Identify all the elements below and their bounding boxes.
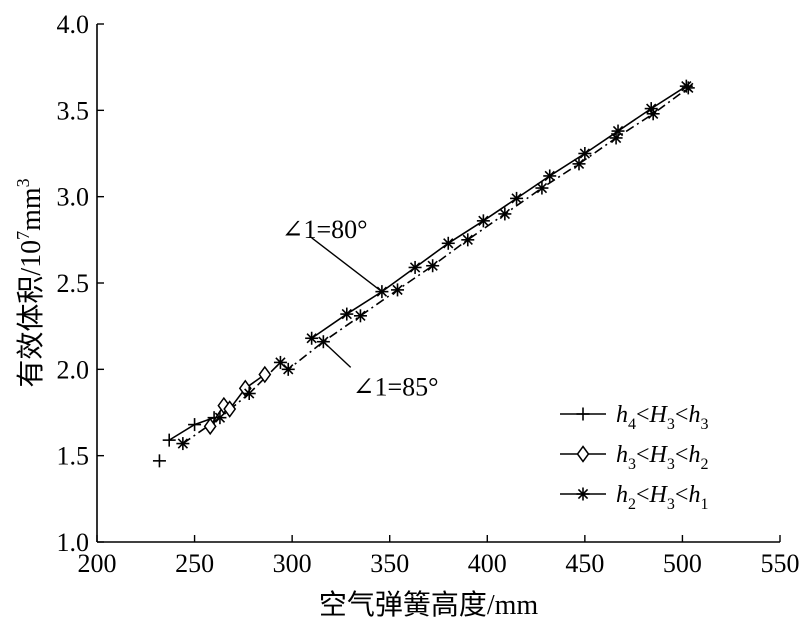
legend-label: h3<H3<h2 (616, 442, 708, 473)
series-3-line (311, 85, 687, 339)
y-tick-label: 2.0 (57, 355, 90, 384)
series-2-point (281, 362, 295, 376)
x-axis-title: 空气弹簧高度/mm (319, 589, 539, 621)
legend: h4<H3<h3 h3<H3<h2 h2<H3<h1 (560, 402, 708, 513)
x-tick-label: 400 (468, 549, 507, 578)
x-tick-label: 550 (761, 549, 800, 578)
series-3-point (441, 236, 455, 250)
series-0-point (162, 433, 176, 447)
series-2-point (572, 157, 586, 171)
series-3-point (578, 147, 592, 160)
y-tick-label: 2.5 (57, 269, 90, 298)
y-axis-title-main: 有效体积/10 (15, 240, 47, 388)
series-1-point (203, 417, 217, 436)
legend-entry-1: h3<H3<h2 (560, 442, 708, 473)
legend-entry-0: h4<H3<h3 (560, 402, 708, 433)
series-2-point (498, 207, 512, 221)
legend-marker (576, 407, 590, 421)
series-3-point (305, 331, 319, 345)
annotation-leader-0 (311, 237, 383, 293)
legend-marker (576, 487, 590, 501)
series-2-point (391, 283, 405, 297)
series-3-point (644, 102, 658, 116)
series-2-point (426, 259, 440, 273)
series-2-point (535, 181, 549, 195)
x-tick-label: 350 (370, 549, 409, 578)
y-tick-label: 1.5 (57, 442, 90, 471)
series-2-point (176, 437, 190, 451)
axes: 200 250 300 350 400 450 500 550 1.0 1.5 2.0 2.5 3.0 3… (13, 10, 800, 621)
series-3-point (611, 124, 625, 138)
x-tick-label: 500 (663, 549, 702, 578)
series-2-point (609, 131, 623, 145)
series-3-point (510, 191, 524, 205)
series-2-line (182, 87, 689, 445)
series-3-point (543, 169, 557, 183)
series-markers (152, 79, 695, 468)
series-3-point (476, 214, 490, 228)
annotation-label-1: ∠1=85° (353, 372, 439, 401)
x-tick-label: 300 (273, 549, 312, 578)
legend-entry-2: h2<H3<h1 (560, 482, 708, 513)
series-3-point (340, 307, 354, 321)
legend-marker (576, 445, 590, 463)
y-axis-title-unit-exponent: 3 (13, 178, 33, 187)
series-3-point (679, 79, 693, 93)
series-2-point (353, 309, 367, 323)
y-tick-label: 1.0 (57, 528, 90, 557)
series-4-point (152, 454, 166, 468)
annotation-leader-1 (322, 341, 352, 368)
x-tick-label: 200 (78, 549, 117, 578)
series-1-point (223, 400, 237, 418)
legend-label: h2<H3<h1 (616, 482, 708, 513)
series-1-point (258, 365, 272, 384)
x-tick-label: 450 (565, 549, 604, 578)
series-2-point (213, 411, 227, 425)
series-0-point (188, 418, 202, 432)
legend-label: h4<H3<h3 (616, 402, 708, 433)
y-axis-title-exponent: 7 (13, 231, 33, 240)
series-2-point (242, 387, 256, 401)
series-2-point (461, 233, 475, 247)
annotations: ∠1=80° ∠1=85° (282, 215, 439, 402)
x-tick-label: 250 (175, 549, 214, 578)
annotation-label-0: ∠1=80° (282, 215, 368, 244)
y-tick-label: 3.0 (57, 183, 90, 212)
y-tick-label: 4.0 (57, 10, 90, 39)
y-tick-label: 3.5 (57, 96, 90, 125)
y-axis-title-unit: mm (16, 187, 47, 231)
y-axis-title: 有效体积/107mm3 (13, 178, 47, 387)
series-3-point (408, 260, 422, 274)
